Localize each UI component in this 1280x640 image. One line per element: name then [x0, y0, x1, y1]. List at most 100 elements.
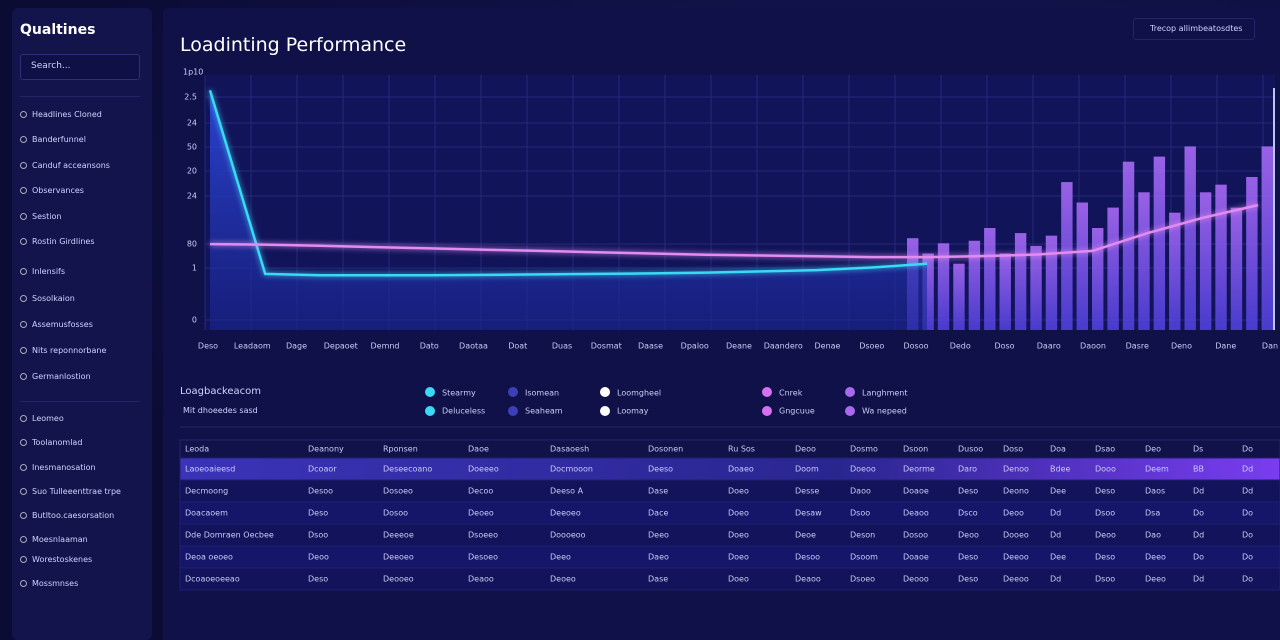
nav-icon: [20, 238, 27, 245]
legend-sublabel: Wa nepeed: [862, 407, 907, 416]
legend-label: Langhment: [862, 389, 908, 398]
y-axis-label: 0: [192, 316, 197, 325]
bar: [1153, 156, 1166, 330]
table-cell: Daeo: [648, 553, 669, 562]
table-header: Dusoo: [958, 445, 983, 454]
nav-item[interactable]: Nits reponnorbane: [32, 346, 107, 355]
table-cell: Desaw: [795, 509, 822, 518]
y-axis-label: 24: [187, 119, 197, 128]
table-cell: Deso: [308, 575, 328, 584]
table-cell: Decmoong: [185, 487, 228, 496]
bar: [1261, 146, 1273, 330]
table-cell: Dsoeeo: [468, 531, 498, 540]
table-cell: Desoo: [795, 553, 820, 562]
table-cell: Dosoo: [903, 531, 928, 540]
table-cell: Deso: [958, 553, 978, 562]
filter-text: Trecop allimbeatosdtes: [1150, 24, 1243, 33]
table-header: Deoo: [795, 445, 816, 454]
table-cell: Deeeoe: [383, 531, 414, 540]
table-cell: Doaoe: [903, 553, 929, 562]
bar: [1230, 207, 1243, 330]
bar: [1061, 182, 1073, 330]
x-axis-label: Depaoet: [324, 342, 358, 351]
search-box[interactable]: Search...: [20, 54, 140, 80]
table-cell: Dcoaor: [308, 465, 337, 474]
table-cell: Dsoo: [850, 509, 870, 518]
table-cell: Doaoe: [903, 487, 929, 496]
x-axis-label: Demnd: [370, 342, 399, 351]
filter-button[interactable]: Trecop allimbeatosdtes: [1133, 18, 1255, 40]
table-cell: Docmooon: [550, 465, 593, 474]
table-cell: Deoa oeoeo: [185, 553, 233, 562]
nav-item[interactable]: Toolanomlad: [32, 438, 83, 447]
nav-item[interactable]: Observances: [32, 186, 84, 195]
x-axis-label: Doat: [508, 342, 527, 351]
table-header: Dosonen: [648, 445, 683, 454]
table-cell: Do: [1193, 509, 1204, 518]
nav-icon: [20, 347, 27, 354]
nav-item[interactable]: Inesmanosation: [32, 463, 96, 472]
table-cell: Denoo: [1003, 465, 1029, 474]
table-cell: Dase: [648, 487, 668, 496]
table-cell: Dsoeo: [850, 575, 875, 584]
table-cell: Deeo: [648, 531, 669, 540]
table-header: Doso: [1003, 445, 1023, 454]
table-cell: Dao: [1145, 531, 1161, 540]
legend-subtitle: Mit dhoeedes sasd: [183, 406, 258, 415]
table-cell: Deso: [958, 487, 978, 496]
nav-item[interactable]: Banderfunnel: [32, 135, 86, 144]
legend-title: Loagbackeacom: [180, 386, 262, 397]
legend-sublabel: Loomay: [617, 407, 649, 416]
nav-item[interactable]: Headlines Cloned: [32, 110, 102, 119]
nav-item[interactable]: Sosolkaion: [32, 294, 75, 303]
nav-item[interactable]: Mossmnses: [32, 579, 79, 588]
x-axis-label: Leadaom: [234, 342, 271, 351]
legend-sublabel: Seaheam: [525, 407, 563, 416]
table-header: Ru Sos: [728, 445, 755, 454]
nav-icon: [20, 187, 27, 194]
nav-item[interactable]: Germanlostion: [32, 372, 91, 381]
nav-item[interactable]: Worestoskenes: [32, 555, 93, 564]
nav-item[interactable]: Suo Tulleeenttrae trpe: [32, 487, 121, 496]
table-row[interactable]: [179, 567, 1280, 591]
nav-item[interactable]: Leomeo: [32, 414, 64, 423]
x-axis-label: Dedo: [950, 342, 971, 351]
table-header: Ds: [1193, 445, 1203, 454]
nav-icon: [20, 162, 27, 169]
nav-icon: [20, 373, 27, 380]
bar: [999, 253, 1011, 330]
table-cell: Do: [1193, 553, 1204, 562]
nav-item[interactable]: Rostin Girdlines: [32, 237, 95, 246]
nav-item[interactable]: Inlensifs: [32, 267, 66, 276]
table-cell: Dsoom: [850, 553, 878, 562]
table-cell: Deoeo: [468, 509, 494, 518]
nav-item[interactable]: Sestion: [32, 212, 62, 221]
legend-dot: [425, 406, 435, 416]
table-header: Doa: [1050, 445, 1066, 454]
table-cell: Dd: [1193, 575, 1204, 584]
brand: Qualtines: [20, 22, 96, 38]
y-axis-label: 2.5: [184, 93, 197, 102]
nav-item[interactable]: Moesnlaaman: [32, 535, 88, 544]
table-header: Rponsen: [383, 445, 418, 454]
bar: [1122, 161, 1135, 330]
table-header: Deanony: [308, 445, 344, 454]
nav-icon: [20, 321, 27, 328]
table-cell: Deseecoano: [383, 465, 432, 474]
x-axis-label: Deso: [198, 342, 218, 351]
line-series: [208, 89, 928, 277]
nav-item[interactable]: Canduf acceansons: [32, 161, 110, 170]
table-cell: Dooeo: [1003, 531, 1029, 540]
y-axis-label: 1: [192, 264, 197, 273]
table-cell: Deoo: [308, 553, 329, 562]
table-cell: Deeso: [648, 465, 673, 474]
nav-item[interactable]: Butltoo.caesorsation: [32, 511, 115, 520]
x-axis-label: Dage: [286, 342, 307, 351]
nav-item[interactable]: Assemusfosses: [32, 320, 93, 329]
x-axis-label: Daandero: [764, 342, 803, 351]
y-axis-label: 24: [187, 192, 197, 201]
legend-label: Cnrek: [779, 389, 803, 398]
nav-icon: [20, 439, 27, 446]
bar: [1014, 233, 1027, 330]
